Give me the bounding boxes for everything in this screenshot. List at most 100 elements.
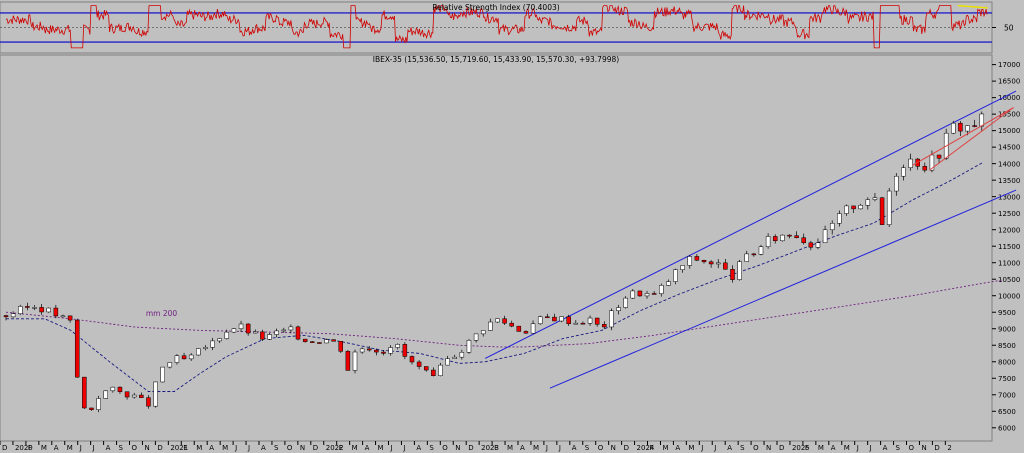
x-tick-label: 2024 bbox=[637, 444, 655, 452]
price-tick-label: 9500 bbox=[998, 309, 1016, 317]
candle-body bbox=[10, 313, 16, 318]
x-tick-label: J bbox=[79, 444, 82, 452]
x-tick-label: J bbox=[402, 444, 405, 452]
x-tick-label: J bbox=[856, 444, 859, 452]
rsi-y-axis: 50 bbox=[992, 24, 1014, 33]
x-tick-label: M bbox=[41, 444, 47, 452]
candle-body bbox=[716, 262, 721, 265]
candlesticks bbox=[3, 111, 985, 413]
channel-upper-line bbox=[484, 90, 1017, 359]
x-tick-label: N bbox=[300, 444, 305, 452]
candle-body bbox=[160, 366, 165, 383]
x-tick-label: 2022 bbox=[326, 444, 344, 452]
price-tick-label: 14500 bbox=[998, 144, 1020, 152]
x-tick-label: A bbox=[572, 444, 577, 452]
candle-body bbox=[231, 328, 237, 333]
candle-body bbox=[473, 333, 479, 341]
x-tick-label: A bbox=[209, 444, 214, 452]
x-tick-label: A bbox=[727, 444, 732, 452]
candle-body bbox=[196, 348, 201, 356]
x-tick-label: M bbox=[662, 444, 668, 452]
price-tick-label: 6000 bbox=[998, 424, 1016, 432]
candle-body bbox=[908, 158, 913, 168]
price-tick-label: 16000 bbox=[998, 94, 1020, 102]
candle-body bbox=[181, 355, 187, 360]
candle-body bbox=[459, 352, 465, 358]
candle-body bbox=[837, 213, 842, 224]
x-tick-label: O bbox=[598, 444, 604, 452]
candle-body bbox=[466, 340, 472, 353]
x-tick-label: N bbox=[455, 444, 460, 452]
ma200-line bbox=[5, 279, 1004, 348]
candle-body bbox=[338, 341, 344, 352]
candle-body bbox=[537, 316, 543, 325]
candle-body bbox=[623, 297, 628, 308]
candle-body bbox=[388, 347, 393, 354]
price-tick-label: 10500 bbox=[998, 276, 1020, 284]
price-tick-label: 7000 bbox=[998, 391, 1016, 399]
rsi-title: Relative Strength Index (70.4003) bbox=[432, 3, 559, 12]
x-tick-label: S bbox=[585, 444, 590, 452]
price-tick-label: 15000 bbox=[998, 127, 1020, 135]
candle-body bbox=[737, 261, 742, 280]
candle-body bbox=[39, 307, 44, 313]
x-tick-label: A bbox=[520, 444, 525, 452]
price-tick-label: 13000 bbox=[998, 193, 1020, 201]
candle-body bbox=[580, 322, 586, 325]
candle-body bbox=[274, 330, 279, 335]
x-tick-label: S bbox=[429, 444, 434, 452]
candle-body bbox=[673, 269, 678, 282]
price-tick-label: 9000 bbox=[998, 325, 1016, 333]
candle-body bbox=[245, 323, 251, 334]
candle-body bbox=[260, 331, 265, 340]
candle-body bbox=[281, 329, 287, 332]
x-tick-label: F bbox=[339, 444, 343, 452]
x-tick-label: J bbox=[869, 444, 872, 452]
candle-body bbox=[253, 331, 258, 334]
x-tick-label: N bbox=[766, 444, 771, 452]
x-tick-label: J bbox=[558, 444, 561, 452]
candle-body bbox=[815, 242, 821, 248]
candle-body bbox=[516, 325, 522, 332]
rsi-panel: Relative Strength Index (70.4003) 50 bbox=[0, 1, 1014, 54]
candle-body bbox=[523, 331, 529, 334]
price-title: IBEX-35 (15,536.50, 15,719.60, 15,433.90… bbox=[373, 55, 619, 64]
candle-body bbox=[74, 319, 80, 378]
candle-body bbox=[651, 293, 657, 295]
candle-body bbox=[822, 229, 828, 244]
candle-body bbox=[829, 223, 835, 231]
candle-body bbox=[3, 315, 9, 318]
candle-body bbox=[559, 316, 564, 322]
candle-body bbox=[210, 340, 215, 348]
x-tick-label: D bbox=[2, 444, 7, 452]
candle-body bbox=[238, 323, 244, 330]
ma50-line bbox=[6, 161, 984, 392]
x-tick-label: A bbox=[416, 444, 421, 452]
channel-lower-line bbox=[549, 189, 1017, 389]
x-tick-label: 2 bbox=[947, 444, 951, 452]
candle-body bbox=[17, 306, 23, 314]
candle-body bbox=[680, 265, 685, 270]
candle-body bbox=[267, 334, 272, 340]
wedge-upper-line bbox=[912, 107, 1014, 166]
x-tick-label: A bbox=[365, 444, 370, 452]
candle-body bbox=[765, 236, 771, 247]
x-tick-label: D bbox=[779, 444, 784, 452]
candle-body bbox=[886, 190, 892, 225]
candle-body bbox=[25, 306, 30, 308]
candle-body bbox=[929, 154, 935, 171]
x-tick-label: O bbox=[132, 444, 138, 452]
candle-body bbox=[117, 386, 123, 392]
candle-body bbox=[146, 397, 151, 407]
candle-body bbox=[573, 322, 579, 325]
price-tick-label: 10000 bbox=[998, 292, 1020, 300]
x-tick-label: 2020 bbox=[15, 444, 33, 452]
candle-body bbox=[844, 205, 849, 214]
candle-body bbox=[787, 234, 792, 237]
candle-body bbox=[780, 234, 785, 242]
candle-body bbox=[366, 348, 372, 351]
candle-body bbox=[872, 197, 878, 200]
x-tick-label: N bbox=[921, 444, 926, 452]
x-tick-label: 2025 bbox=[792, 444, 810, 452]
rsi-highlight-line bbox=[957, 4, 988, 9]
